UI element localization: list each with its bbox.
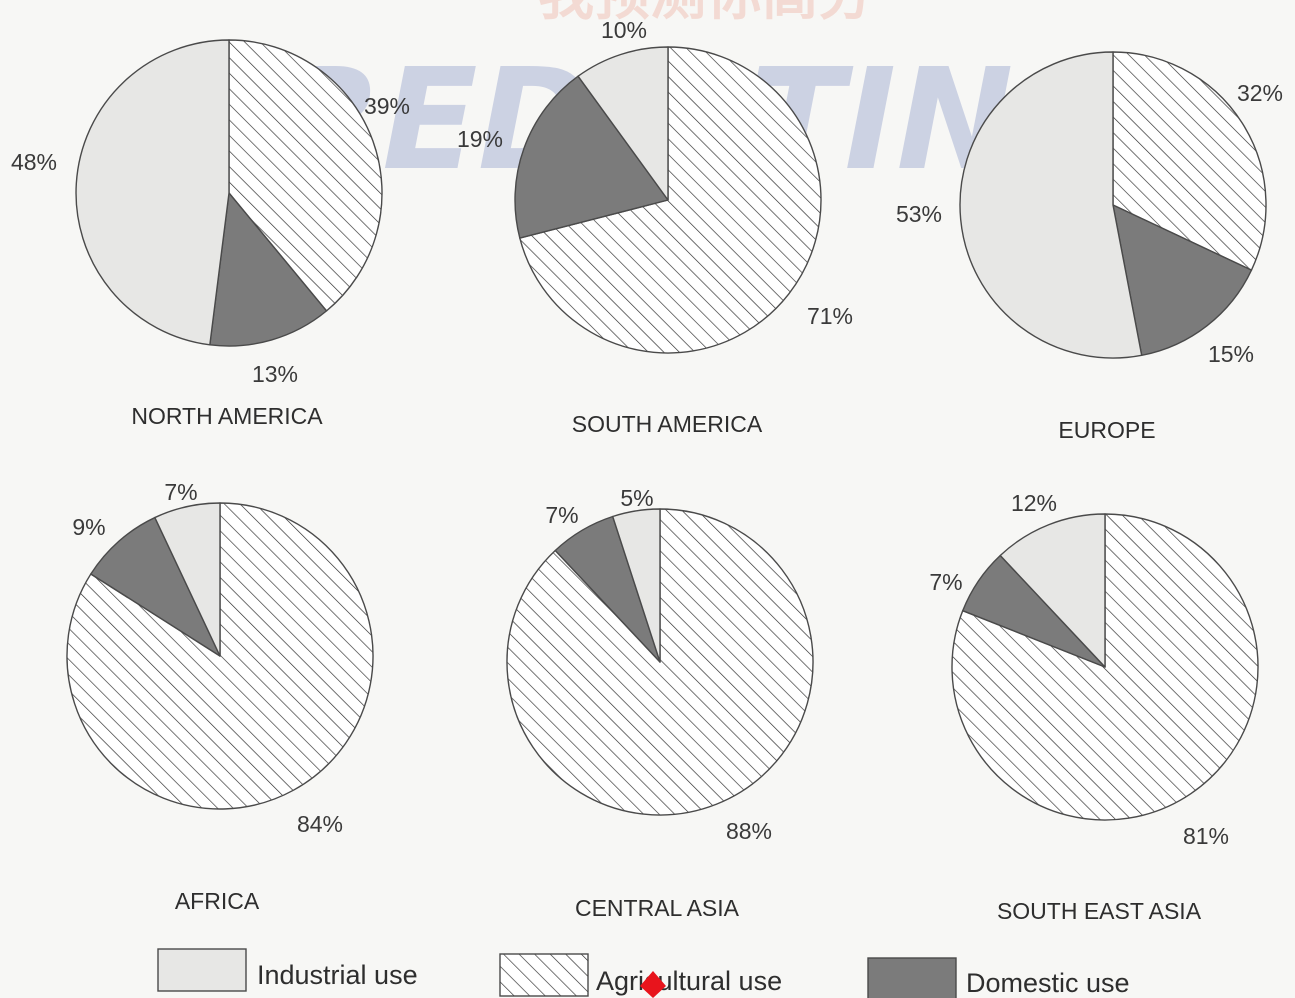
legend-label-agricultural-use: Agricultural use bbox=[596, 966, 782, 996]
pies-layer: 39% 13% 48% NORTH AMERICA 71% 19% 10% SOUTH AME… bbox=[11, 17, 1283, 924]
pie-central-asia: 88% 7% 5% CENTRAL ASIA bbox=[506, 485, 814, 921]
chart-title-central-asia: CENTRAL ASIA bbox=[575, 895, 740, 921]
slice-label-north-america-industrial-use: 48% bbox=[11, 149, 57, 175]
pie-slice-europe-domestic-use bbox=[1112, 204, 1253, 356]
slice-label-central-asia-industrial-use: 5% bbox=[620, 485, 653, 511]
pointer-marker bbox=[640, 971, 666, 998]
pie-slice-africa-domestic-use bbox=[90, 516, 221, 657]
legend-swatch-domestic-use bbox=[867, 957, 957, 998]
slice-label-south-america-agricultural-use: 71% bbox=[807, 303, 853, 329]
chart-title-south-america: SOUTH AMERICA bbox=[572, 411, 763, 437]
slice-label-central-asia-agricultural-use: 88% bbox=[726, 818, 772, 844]
slice-label-south-america-industrial-use: 10% bbox=[601, 17, 647, 43]
pie-slice-north-america-domestic-use bbox=[209, 192, 328, 347]
pie-south-east-asia: 81% 7% 12% SOUTH EAST ASIA bbox=[929, 490, 1259, 924]
chart-title-north-america: NORTH AMERICA bbox=[131, 403, 323, 429]
legend-item-industrial-use: Industrial use bbox=[157, 948, 418, 992]
pie-slice-europe-industrial-use bbox=[959, 51, 1143, 359]
legend-item-agricultural-use: Agricultural use bbox=[499, 953, 782, 997]
slice-label-south-america-domestic-use: 19% bbox=[457, 126, 503, 152]
slice-label-north-america-agricultural-use: 39% bbox=[364, 93, 410, 119]
slice-label-europe-agricultural-use: 32% bbox=[1237, 80, 1283, 106]
pie-slice-south-america-industrial-use bbox=[577, 46, 669, 201]
legend-swatch-industrial-use bbox=[157, 948, 247, 992]
slice-label-central-asia-domestic-use: 7% bbox=[545, 502, 578, 528]
pie-slice-north-america-agricultural-use bbox=[228, 39, 383, 312]
marker-layer bbox=[640, 971, 666, 998]
slice-label-africa-domestic-use: 9% bbox=[72, 514, 105, 540]
watermark-cjk-text: 我预测你高分 bbox=[538, 0, 874, 28]
pie-slice-central-asia-industrial-use bbox=[612, 508, 661, 663]
legend-item-domestic-use: Domestic use bbox=[867, 957, 1130, 998]
chart-title-south-east-asia: SOUTH EAST ASIA bbox=[997, 898, 1202, 924]
slice-label-south-east-asia-industrial-use: 12% bbox=[1011, 490, 1057, 516]
pie-slice-europe-agricultural-use bbox=[1112, 51, 1267, 271]
slice-label-europe-domestic-use: 15% bbox=[1208, 341, 1254, 367]
slice-label-north-america-domestic-use: 13% bbox=[252, 361, 298, 387]
chart-title-europe: EUROPE bbox=[1058, 417, 1155, 443]
legend: Industrial use Agricultural use Domestic u… bbox=[157, 948, 1130, 998]
pie-slice-north-america-industrial-use bbox=[75, 39, 230, 346]
pie-europe: 32% 15% 53% EUROPE bbox=[896, 51, 1283, 443]
slice-label-europe-industrial-use: 53% bbox=[896, 201, 942, 227]
pie-slice-south-america-domestic-use bbox=[514, 75, 669, 239]
slice-label-south-east-asia-domestic-use: 7% bbox=[929, 569, 962, 595]
legend-label-domestic-use: Domestic use bbox=[966, 968, 1130, 998]
chart-title-africa: AFRICA bbox=[175, 888, 260, 914]
legend-label-industrial-use: Industrial use bbox=[257, 960, 418, 990]
slice-label-africa-agricultural-use: 84% bbox=[297, 811, 343, 837]
slice-label-africa-industrial-use: 7% bbox=[164, 479, 197, 505]
legend-swatch-agricultural-use bbox=[499, 953, 589, 997]
pie-slice-south-east-asia-industrial-use bbox=[999, 513, 1106, 668]
pie-north-america: 39% 13% 48% NORTH AMERICA bbox=[11, 39, 410, 429]
pie-africa: 84% 9% 7% AFRICA bbox=[66, 479, 374, 914]
slice-label-south-east-asia-agricultural-use: 81% bbox=[1183, 823, 1229, 849]
pie-south-america: 71% 19% 10% SOUTH AMERICA bbox=[457, 17, 853, 437]
pie-slice-south-america-agricultural-use bbox=[519, 46, 822, 354]
pie-slice-africa-industrial-use bbox=[154, 502, 221, 657]
